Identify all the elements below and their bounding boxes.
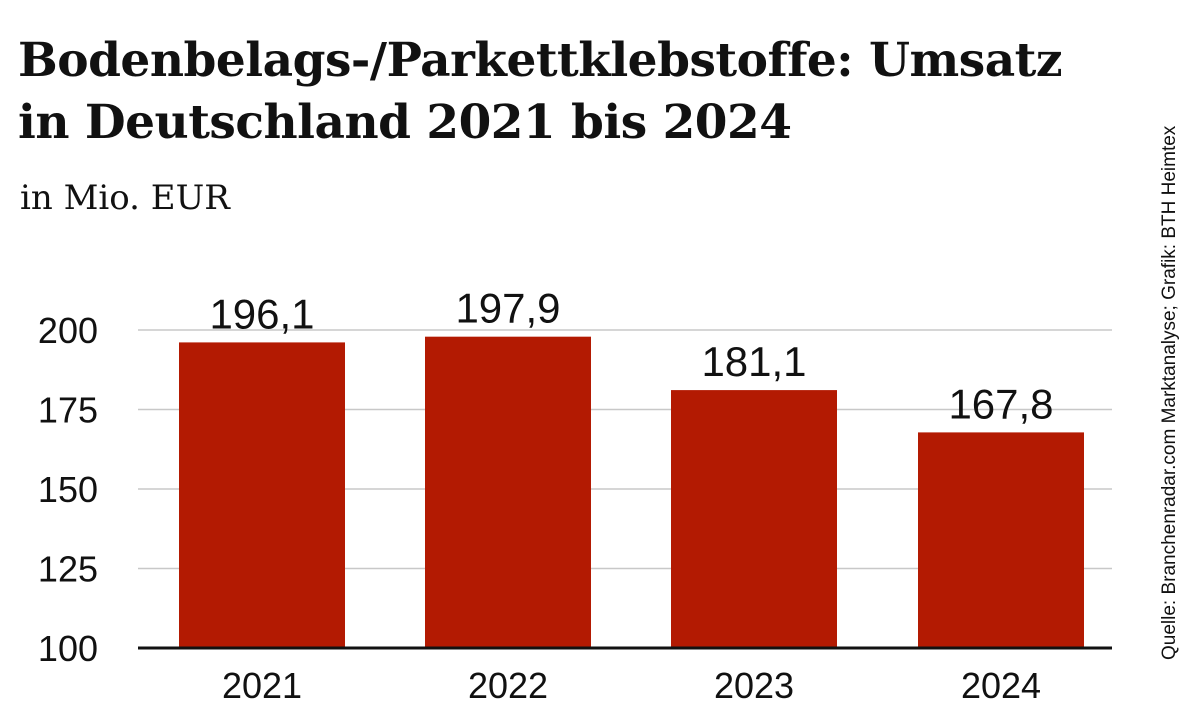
bar-2024 xyxy=(918,432,1084,648)
y-axis-ticks: 100 125 150 175 200 xyxy=(38,310,98,669)
bars xyxy=(179,336,1084,648)
x-tick-label: 2023 xyxy=(714,665,794,706)
y-tick-label: 200 xyxy=(38,310,98,351)
y-tick-label: 125 xyxy=(38,549,98,590)
x-tick-label: 2022 xyxy=(468,665,548,706)
data-label-2023: 181,1 xyxy=(701,338,806,385)
data-label-2024: 167,8 xyxy=(948,380,1053,427)
bar-2021 xyxy=(179,342,345,648)
data-labels: 196,1 197,9 181,1 167,8 xyxy=(209,285,1053,428)
bar-2022 xyxy=(425,336,591,648)
x-tick-label: 2021 xyxy=(222,665,302,706)
y-tick-label: 175 xyxy=(38,390,98,431)
chart-title: Bodenbelags-/Parkettklebstoffe: Umsatz i… xyxy=(18,33,1063,150)
y-tick-label: 150 xyxy=(38,469,98,510)
x-axis-labels: 2021 2022 2023 2024 xyxy=(222,665,1041,706)
data-label-2021: 196,1 xyxy=(209,290,314,337)
source-note: Quelle: Branchenradar.com Marktanalyse; … xyxy=(1148,20,1192,660)
data-label-2022: 197,9 xyxy=(455,285,560,332)
x-tick-label: 2024 xyxy=(961,665,1041,706)
y-tick-label: 100 xyxy=(38,628,98,669)
source-text: Quelle: Branchenradar.com Marktanalyse; … xyxy=(1159,125,1180,660)
bar-2023 xyxy=(671,390,837,648)
chart-subtitle: in Mio. EUR xyxy=(20,178,230,218)
